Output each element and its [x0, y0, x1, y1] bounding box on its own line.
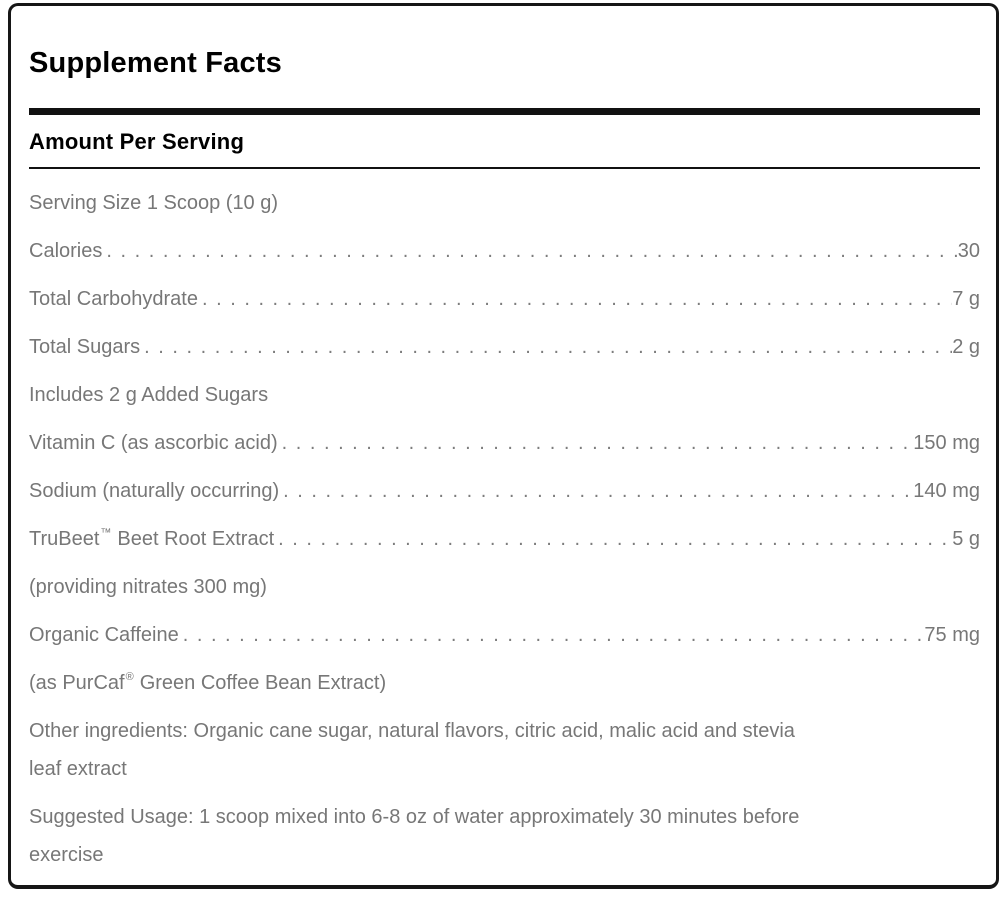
dot-leader: . . . . . . . . . . . . . . . . . . . . … [182, 624, 925, 646]
fact-value: 140 mg [913, 480, 980, 502]
fact-value: 30 [957, 240, 980, 262]
paragraph-row: Other ingredients: Organic cane sugar, n… [29, 712, 980, 788]
thick-divider [29, 108, 980, 115]
fact-label-text: Green Coffee Bean Extract) [139, 672, 387, 694]
fact-label-text: Includes 2 g Added Sugars [29, 384, 269, 406]
fact-value: 75 mg [924, 624, 980, 646]
fact-label-text: TruBeet [29, 528, 100, 550]
dot-leader: . . . . . . . . . . . . . . . . . . . . … [106, 240, 957, 262]
fact-label: Organic Caffeine [29, 616, 179, 654]
fact-row: Total Sugars. . . . . . . . . . . . . . … [29, 328, 980, 366]
fact-label-text: (as PurCaf [29, 672, 125, 694]
fact-label-text: Beet Root Extract [117, 528, 275, 550]
paragraph-row: Suggested Usage: 1 scoop mixed into 6-8 … [29, 798, 980, 874]
fact-label: Includes 2 g Added Sugars [29, 376, 268, 414]
dot-leader: . . . . . . . . . . . . . . . . . . . . … [201, 288, 952, 310]
thin-divider [29, 167, 980, 169]
supplement-facts-title: Supplement Facts [29, 47, 282, 79]
fact-value: 7 g [952, 288, 980, 310]
paragraph-line: Other ingredients: Organic cane sugar, n… [29, 720, 795, 742]
fact-label-text: Vitamin C (as ascorbic acid) [29, 432, 278, 454]
fact-row: (providing nitrates 300 mg) [29, 568, 980, 606]
fact-label-text: Total Sugars [29, 336, 141, 358]
fact-label-text: (providing nitrates 300 mg) [29, 576, 267, 598]
fact-value: 2 g [952, 336, 980, 358]
amount-per-serving-header: Amount Per Serving [29, 129, 245, 154]
dot-leader: . . . . . . . . . . . . . . . . . . . . … [283, 480, 913, 502]
fact-row: Serving Size 1 Scoop (10 g) [29, 184, 980, 222]
fact-row: (as PurCaf® Green Coffee Bean Extract) [29, 664, 980, 702]
fact-label: Serving Size 1 Scoop (10 g) [29, 184, 278, 222]
supplement-facts-panel: Supplement Facts Amount Per Serving Serv… [8, 3, 999, 889]
dot-leader: . . . . . . . . . . . . . . . . . . . . … [281, 432, 914, 454]
fact-label: Calories [29, 232, 102, 270]
fact-row: Total Carbohydrate. . . . . . . . . . . … [29, 280, 980, 318]
fact-row: Includes 2 g Added Sugars [29, 376, 980, 414]
trademark-symbol: ™ [100, 527, 112, 540]
fact-label: Vitamin C (as ascorbic acid) [29, 424, 278, 462]
fact-label-text: Calories [29, 240, 103, 262]
paragraph-line: Suggested Usage: 1 scoop mixed into 6-8 … [29, 806, 800, 828]
paragraph-line: exercise [29, 844, 104, 866]
fact-row: Vitamin C (as ascorbic acid). . . . . . … [29, 424, 980, 462]
fact-label: (providing nitrates 300 mg) [29, 568, 267, 606]
fact-label-text: Total Carbohydrate [29, 288, 198, 310]
dot-leader: . . . . . . . . . . . . . . . . . . . . … [144, 336, 952, 358]
fact-label-text: Sodium (naturally occurring) [29, 480, 280, 502]
paragraph-line: leaf extract [29, 758, 127, 780]
trademark-symbol: ® [125, 671, 134, 684]
fact-row: Calories. . . . . . . . . . . . . . . . … [29, 232, 980, 270]
fact-label: Total Carbohydrate [29, 280, 198, 318]
dot-leader: . . . . . . . . . . . . . . . . . . . . … [278, 528, 952, 550]
facts-list: Serving Size 1 Scoop (10 g) Calories. . .… [29, 184, 980, 874]
fact-row: Organic Caffeine. . . . . . . . . . . . … [29, 616, 980, 654]
fact-label-text: Organic Caffeine [29, 624, 179, 646]
fact-value: 5 g [952, 528, 980, 550]
fact-label: TruBeet™ Beet Root Extract [29, 520, 274, 558]
fact-label: (as PurCaf® Green Coffee Bean Extract) [29, 664, 386, 702]
fact-label: Total Sugars [29, 328, 140, 366]
fact-value: 150 mg [913, 432, 980, 454]
fact-label-text: Serving Size 1 Scoop (10 g) [29, 192, 279, 214]
fact-row: Sodium (naturally occurring). . . . . . … [29, 472, 980, 510]
fact-label: Sodium (naturally occurring) [29, 472, 279, 510]
fact-row: TruBeet™ Beet Root Extract. . . . . . . .… [29, 520, 980, 558]
